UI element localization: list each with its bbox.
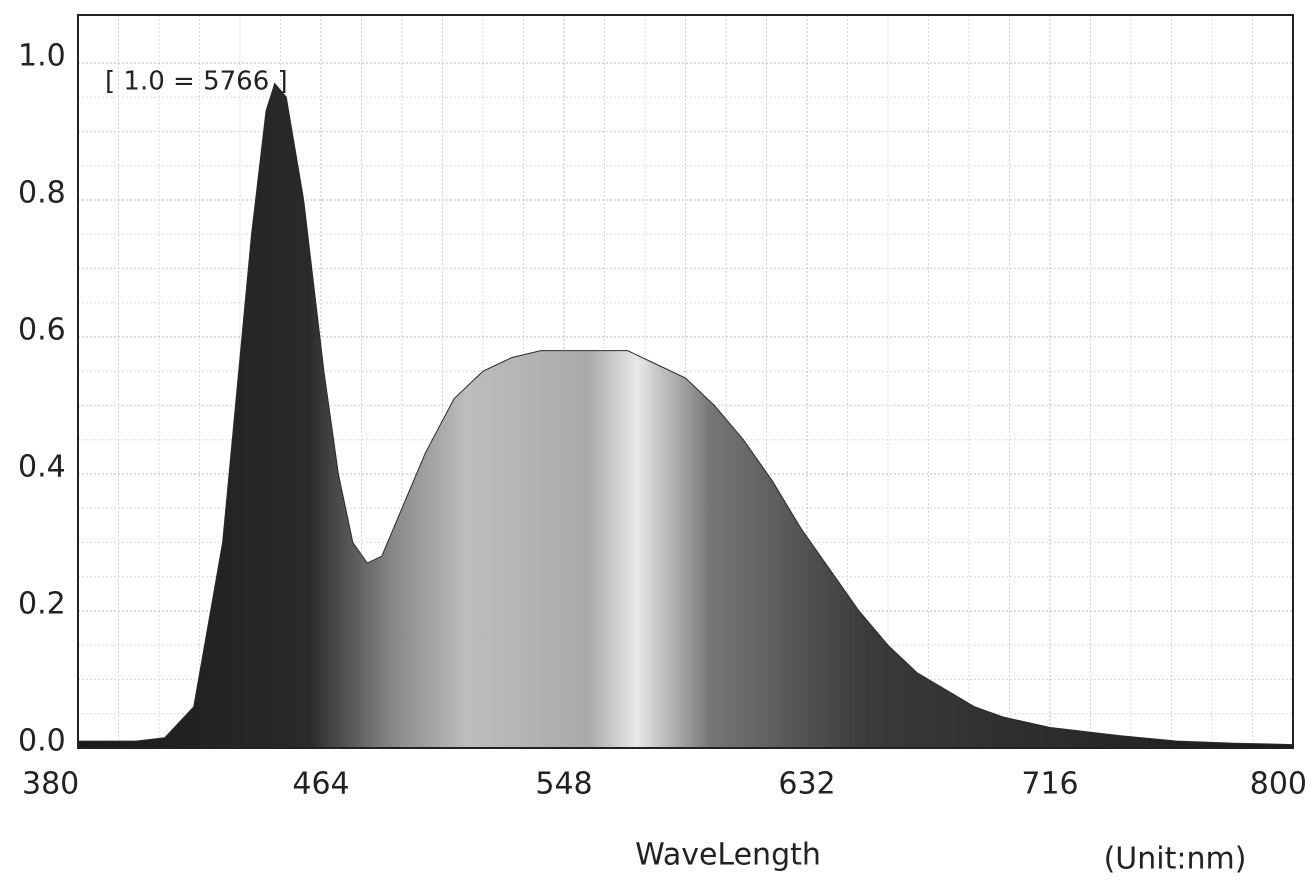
x-tick-label: 464 — [292, 767, 349, 802]
y-tick-label: 0.0 — [18, 724, 66, 759]
y-tick-label: 0.4 — [18, 449, 66, 484]
annotation: [ 1.0 = 5766 ] — [105, 67, 288, 97]
plot-frame — [77, 14, 1294, 749]
y-tick-label: 0.8 — [18, 175, 66, 210]
y-tick-label: 0.2 — [18, 586, 66, 621]
x-tick-label: 380 — [22, 767, 79, 802]
x-axis-label: WaveLength — [635, 838, 821, 873]
unit-label: (Unit:nm) — [1104, 842, 1247, 877]
x-tick-label: 548 — [535, 767, 592, 802]
x-tick-label: 716 — [1021, 767, 1078, 802]
x-tick-label: 632 — [778, 767, 835, 802]
y-tick-label: 1.0 — [18, 38, 66, 73]
x-tick-label: 800 — [1250, 767, 1307, 802]
y-tick-label: 0.6 — [18, 312, 66, 347]
spectrum-area — [77, 82, 1294, 749]
